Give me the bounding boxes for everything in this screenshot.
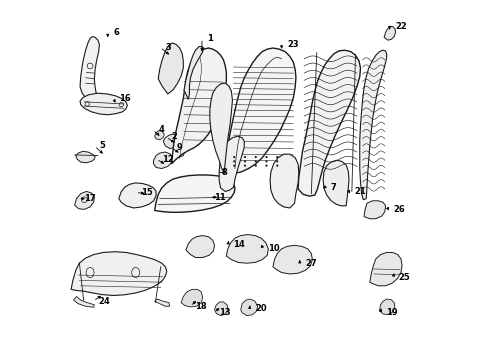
Text: 7: 7 xyxy=(330,183,336,192)
Circle shape xyxy=(255,165,257,167)
Text: 25: 25 xyxy=(398,273,410,282)
Polygon shape xyxy=(153,152,172,168)
Polygon shape xyxy=(323,160,349,206)
Text: 26: 26 xyxy=(394,205,406,214)
Text: 11: 11 xyxy=(215,193,226,202)
Polygon shape xyxy=(379,299,395,315)
Polygon shape xyxy=(71,252,167,296)
Polygon shape xyxy=(225,48,296,174)
Text: 3: 3 xyxy=(166,43,171,52)
Polygon shape xyxy=(74,192,95,210)
Polygon shape xyxy=(384,27,395,40)
Polygon shape xyxy=(215,302,228,316)
Text: 17: 17 xyxy=(84,194,95,203)
Text: 5: 5 xyxy=(100,141,106,150)
Circle shape xyxy=(276,156,278,158)
Circle shape xyxy=(244,156,246,158)
Polygon shape xyxy=(226,234,269,263)
Text: 21: 21 xyxy=(354,187,366,196)
Circle shape xyxy=(233,160,235,162)
Polygon shape xyxy=(273,245,313,274)
Circle shape xyxy=(276,160,278,162)
Circle shape xyxy=(266,165,268,167)
Polygon shape xyxy=(155,131,164,140)
Polygon shape xyxy=(80,93,127,115)
Text: 4: 4 xyxy=(158,125,164,134)
Circle shape xyxy=(276,165,278,167)
Polygon shape xyxy=(181,289,203,307)
Polygon shape xyxy=(364,201,386,219)
Polygon shape xyxy=(155,175,235,212)
Polygon shape xyxy=(174,148,185,157)
Text: 16: 16 xyxy=(119,94,130,103)
Text: 24: 24 xyxy=(98,297,110,306)
Polygon shape xyxy=(184,46,204,99)
Text: 9: 9 xyxy=(177,143,183,152)
Circle shape xyxy=(233,156,235,158)
Polygon shape xyxy=(186,235,215,257)
Text: 13: 13 xyxy=(219,308,231,317)
Text: 18: 18 xyxy=(196,302,207,311)
Text: 1: 1 xyxy=(207,34,213,43)
Circle shape xyxy=(266,160,268,162)
Polygon shape xyxy=(163,134,180,148)
Polygon shape xyxy=(241,299,258,316)
Polygon shape xyxy=(172,48,226,164)
Polygon shape xyxy=(219,136,245,192)
Polygon shape xyxy=(155,299,170,306)
Polygon shape xyxy=(74,297,95,307)
Text: 12: 12 xyxy=(162,155,173,164)
Polygon shape xyxy=(298,50,361,196)
Polygon shape xyxy=(80,37,99,101)
Polygon shape xyxy=(370,252,402,286)
Polygon shape xyxy=(360,50,387,200)
Text: 8: 8 xyxy=(221,168,227,177)
Polygon shape xyxy=(270,154,299,208)
Circle shape xyxy=(233,165,235,167)
Circle shape xyxy=(244,165,246,167)
Polygon shape xyxy=(158,43,183,94)
Text: 14: 14 xyxy=(234,240,245,249)
Text: 2: 2 xyxy=(172,132,177,141)
Text: 20: 20 xyxy=(255,304,267,313)
Circle shape xyxy=(266,156,268,158)
Text: 22: 22 xyxy=(395,22,407,31)
Text: 19: 19 xyxy=(386,308,397,317)
Text: 23: 23 xyxy=(287,40,299,49)
Circle shape xyxy=(255,156,257,158)
Text: 15: 15 xyxy=(141,188,153,197)
Text: 10: 10 xyxy=(269,244,280,253)
Text: 6: 6 xyxy=(113,28,119,37)
Polygon shape xyxy=(210,83,232,172)
Text: 27: 27 xyxy=(305,259,317,268)
Polygon shape xyxy=(76,151,95,163)
Circle shape xyxy=(244,160,246,162)
Circle shape xyxy=(255,160,257,162)
Polygon shape xyxy=(119,183,156,208)
